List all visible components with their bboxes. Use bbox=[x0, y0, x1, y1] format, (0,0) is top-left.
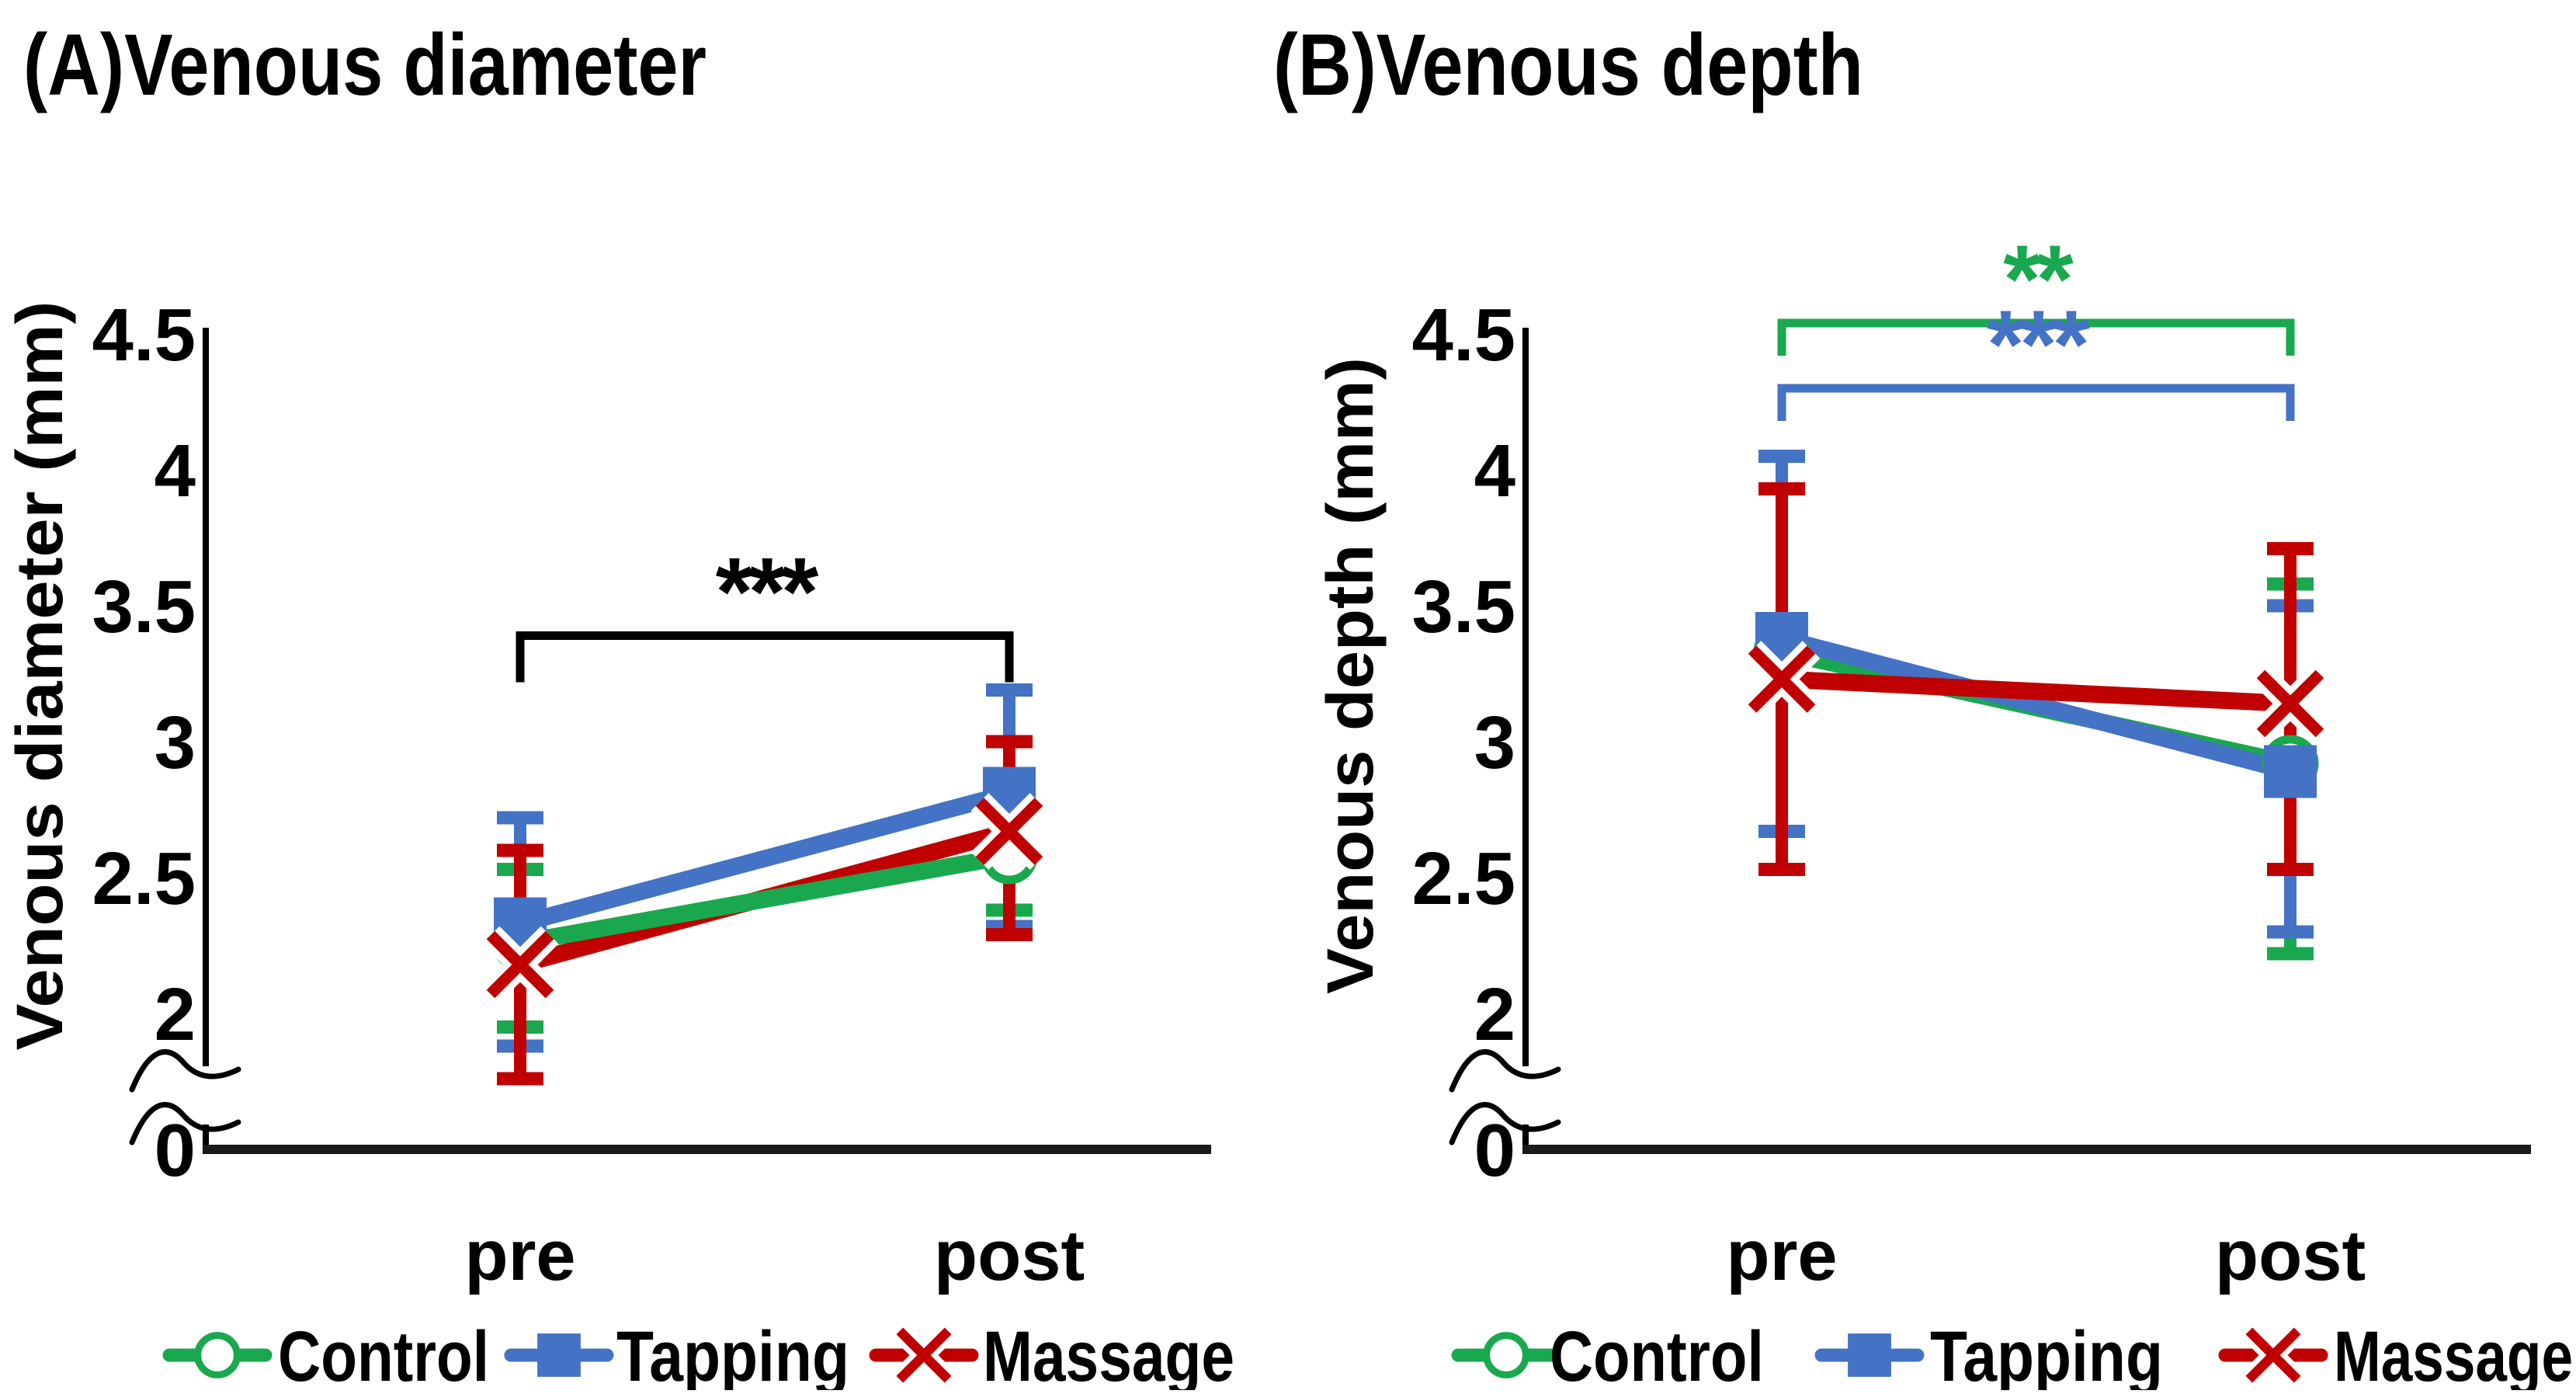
legend-item-tapping: Tapping bbox=[504, 1317, 849, 1394]
x-marker-stroke bbox=[1748, 645, 1816, 713]
series-line-control bbox=[519, 847, 1011, 951]
y-tick-label: 3.5 bbox=[92, 565, 196, 648]
axis-break-squiggle bbox=[129, 1101, 241, 1145]
legend-item-massage: Massage bbox=[869, 1317, 1234, 1394]
significance-stars: *** bbox=[1987, 291, 2091, 398]
open-circle-marker bbox=[194, 1332, 241, 1378]
axis-break-squiggle bbox=[1449, 1048, 1561, 1093]
legend-label: Massage bbox=[983, 1317, 1234, 1390]
x-marker-stroke bbox=[2245, 1327, 2301, 1383]
significance-stars: ** bbox=[2003, 226, 2074, 333]
y-tick-label: 4 bbox=[1474, 429, 1515, 513]
x-marker bbox=[2241, 1323, 2305, 1387]
x-marker bbox=[1743, 641, 1821, 718]
x-category-label: post bbox=[2215, 1216, 2366, 1295]
chart-b-title: (B)Venous depth bbox=[1273, 16, 1863, 113]
y-tick-label: 2 bbox=[154, 973, 196, 1056]
y-tick-label: 3 bbox=[1474, 701, 1515, 784]
chart-b: (B)Venous depth Venous depth (mm) 4.5 4 3.5 3… bbox=[1273, 16, 2573, 1394]
series-line-tapping bbox=[518, 784, 1012, 933]
series-line-massage bbox=[1781, 670, 2291, 712]
significance-stars: *** bbox=[716, 539, 820, 646]
x-marker bbox=[892, 1323, 956, 1387]
y-axis-label: Venous depth (mm) bbox=[1314, 357, 1387, 994]
square-marker bbox=[537, 1333, 581, 1377]
legend-item-control: Control bbox=[162, 1317, 489, 1394]
significance-bracket bbox=[1777, 318, 2295, 356]
axis-break-squiggle bbox=[129, 1048, 241, 1093]
legend-label: Tapping bbox=[616, 1317, 849, 1390]
x-marker-stroke bbox=[896, 1327, 952, 1383]
legend-label: Control bbox=[1550, 1317, 1764, 1390]
y-tick-label: 4 bbox=[154, 429, 196, 513]
square-marker bbox=[1848, 1333, 1891, 1377]
x-marker-stroke bbox=[2256, 669, 2324, 738]
y-tick-label: 4.5 bbox=[1412, 294, 1515, 377]
chart-a-title: (A)Venous diameter bbox=[23, 16, 706, 113]
square-marker bbox=[2264, 745, 2317, 798]
legend-item-tapping: Tapping bbox=[1814, 1317, 2163, 1394]
legend-label: Control bbox=[278, 1317, 489, 1390]
x-marker bbox=[970, 793, 1048, 870]
legend-item-control: Control bbox=[1451, 1317, 1764, 1394]
y-tick-label: 2.5 bbox=[92, 837, 196, 920]
significance-bracket bbox=[516, 631, 1014, 683]
x-marker-stroke bbox=[486, 930, 554, 999]
axis-break-squiggle bbox=[1449, 1101, 1561, 1145]
open-circle-marker bbox=[1483, 1332, 1529, 1378]
significance-bracket bbox=[1777, 384, 2295, 421]
x-marker-stroke bbox=[975, 798, 1043, 865]
x-marker bbox=[2251, 665, 2329, 742]
x-category-label: post bbox=[934, 1216, 1085, 1295]
y-axis-label: Venous diameter (mm) bbox=[3, 301, 76, 1051]
y-tick-label: 4.5 bbox=[92, 294, 196, 377]
series-line-tapping bbox=[1779, 630, 2293, 780]
y-tick-label: 2 bbox=[1474, 973, 1515, 1056]
y-tick-label: 2.5 bbox=[1412, 837, 1515, 920]
legend-item-massage: Massage bbox=[2218, 1317, 2573, 1394]
legend-label: Tapping bbox=[1930, 1317, 2163, 1390]
x-marker bbox=[481, 926, 559, 1003]
x-category-label: pre bbox=[464, 1216, 575, 1295]
chart-a: (A)Venous diameter Venous diameter (mm)4.… bbox=[3, 16, 1234, 1394]
x-category-label: pre bbox=[1726, 1216, 1837, 1295]
legend-label: Massage bbox=[2334, 1317, 2573, 1390]
y-tick-label: 3 bbox=[154, 701, 196, 784]
y-tick-label: 3.5 bbox=[1412, 565, 1515, 648]
